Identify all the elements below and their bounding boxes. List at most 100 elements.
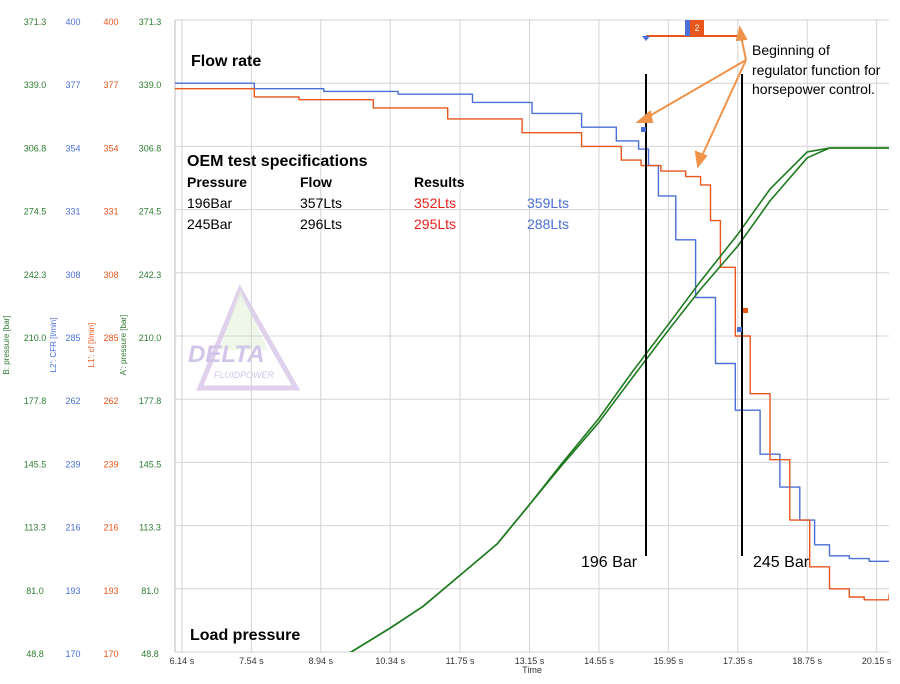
y-tick-label: 262 — [103, 396, 118, 406]
cursor-marker-bar[interactable]: 2 — [642, 20, 746, 41]
y-tick-label: 371.3 — [139, 17, 162, 27]
flow-rate-label: Flow rate — [191, 53, 261, 70]
y-axis-title: L2': CFR [l/min] — [49, 318, 58, 373]
regulator-note-line1: Beginning of — [752, 42, 830, 58]
y-tick-label: 177.8 — [24, 396, 47, 406]
y-tick-label: 339.0 — [139, 80, 162, 90]
y-axis-title: L1': cf [l/min] — [87, 323, 96, 368]
y-axis-title: A': pressure [bar] — [119, 315, 128, 376]
x-tick-label: 10.34 s — [375, 656, 405, 666]
y-tick-label: 377 — [65, 80, 80, 90]
y-tick-label: 274.5 — [139, 207, 162, 217]
y-tick-label: 170 — [65, 649, 80, 659]
y-tick-label: 145.5 — [139, 459, 162, 469]
y-tick-label: 331 — [103, 207, 118, 217]
y-tick-label: 239 — [103, 459, 118, 469]
spec-row2-result-red: 295Lts — [414, 216, 456, 232]
y-tick-label: 285 — [65, 333, 80, 343]
y-tick-label: 400 — [103, 17, 118, 27]
y-tick-label: 242.3 — [139, 270, 162, 280]
cursor-marker-label: 2 — [694, 23, 699, 33]
x-tick-label: 14.55 s — [584, 656, 614, 666]
regulator-note-line2: regulator function for — [752, 62, 881, 78]
cursor-left-arrow-icon — [642, 36, 650, 41]
y-tick-label: 354 — [65, 143, 80, 153]
x-tick-label: 11.75 s — [446, 656, 475, 666]
annotation-arrows — [635, 25, 748, 169]
spec-row2-flow: 296Lts — [300, 216, 342, 232]
series-line-1 — [175, 88, 889, 601]
spec-table-title: OEM test specifications — [187, 153, 368, 170]
x-tick-label: 8.94 s — [309, 656, 334, 666]
y-tick-label: 177.8 — [139, 396, 162, 406]
y-tick-label: 48.8 — [141, 649, 159, 659]
y-tick-label: 371.3 — [24, 17, 47, 27]
y-axis-tick-labels: 371.3 339.0 306.8 274.5 242.3 210.0 177.8 145.5… — [24, 17, 162, 659]
y-axis-titles: B: pressure [bar] L2': CFR [l/min] L1': cf… — [2, 315, 128, 376]
y-tick-label: 306.8 — [139, 143, 162, 153]
spec-row2-result-blue: 288Lts — [527, 216, 569, 232]
spec-row1-pressure: 196Bar — [187, 195, 232, 211]
grid — [174, 19, 889, 653]
y-tick-label: 308 — [65, 270, 80, 280]
y-tick-label: 306.8 — [24, 143, 47, 153]
y-tick-label: 262 — [65, 396, 80, 406]
y-tick-label: 170 — [103, 649, 118, 659]
y-tick-label: 216 — [103, 523, 118, 533]
marker-point-blue-196 — [641, 127, 646, 132]
spec-row1-result-blue: 359Lts — [527, 195, 569, 211]
y-tick-label: 113.3 — [139, 523, 161, 533]
marker-point-blue-245 — [737, 327, 742, 332]
marker-point-orange-245 — [743, 308, 748, 313]
series-line-0 — [175, 82, 889, 562]
y-tick-label: 81.0 — [26, 586, 44, 596]
y-tick-label: 242.3 — [24, 270, 47, 280]
load-pressure-label: Load pressure — [190, 627, 300, 644]
oem-spec-table: OEM test specifications Pressure Flow Re… — [187, 153, 569, 232]
x-axis-title: Time — [522, 665, 542, 675]
spec-header-pressure: Pressure — [187, 174, 247, 190]
y-tick-label: 81.0 — [141, 586, 159, 596]
y-tick-label: 331 — [65, 207, 80, 217]
x-tick-label: 17.35 s — [723, 656, 753, 666]
spec-header-flow: Flow — [300, 174, 332, 190]
x-tick-label: 20.15 s — [862, 656, 892, 666]
y-axis-title: B: pressure [bar] — [2, 315, 11, 374]
x-tick-label: 13.15 s — [515, 656, 545, 666]
y-tick-label: 193 — [65, 586, 80, 596]
y-tick-label: 354 — [103, 143, 118, 153]
y-tick-label: 239 — [65, 459, 80, 469]
regulator-note-line3: horsepower control. — [752, 81, 875, 97]
y-tick-label: 210.0 — [139, 333, 162, 343]
y-tick-label: 145.5 — [24, 459, 47, 469]
series-lines — [175, 82, 889, 652]
series-line-2 — [349, 147, 889, 652]
logo-wordmark: DELTA — [188, 341, 264, 368]
spec-row1-result-red: 352Lts — [414, 195, 456, 211]
y-tick-label: 400 — [65, 17, 80, 27]
spec-row1-flow: 357Lts — [300, 195, 342, 211]
y-tick-label: 193 — [103, 586, 118, 596]
label-245-bar: 245 Bar — [753, 554, 810, 571]
y-tick-label: 216 — [65, 523, 80, 533]
x-tick-label: 6.14 s — [170, 656, 195, 666]
x-tick-label: 18.75 s — [792, 656, 822, 666]
series-line-3 — [349, 147, 889, 652]
y-tick-label: 210.0 — [24, 333, 47, 343]
spec-row2-pressure: 245Bar — [187, 216, 232, 232]
delta-fluidpower-logo: DELTA FLUIDPOWER — [188, 284, 301, 391]
y-tick-label: 308 — [103, 270, 118, 280]
x-axis-tick-labels: 6.14 s 7.54 s 8.94 s 10.34 s 11.75 s 13.15 s 1… — [170, 656, 892, 666]
x-tick-label: 15.95 s — [654, 656, 684, 666]
y-tick-label: 48.8 — [26, 649, 44, 659]
y-tick-label: 377 — [103, 80, 118, 90]
spec-header-results: Results — [414, 174, 465, 190]
y-tick-label: 113.3 — [24, 523, 46, 533]
y-tick-label: 274.5 — [24, 207, 47, 217]
y-tick-label: 339.0 — [24, 80, 47, 90]
label-196-bar: 196 Bar — [581, 554, 638, 571]
logo-subtext: FLUIDPOWER — [214, 370, 275, 380]
y-tick-label: 285 — [103, 333, 118, 343]
x-tick-label: 7.54 s — [239, 656, 264, 666]
